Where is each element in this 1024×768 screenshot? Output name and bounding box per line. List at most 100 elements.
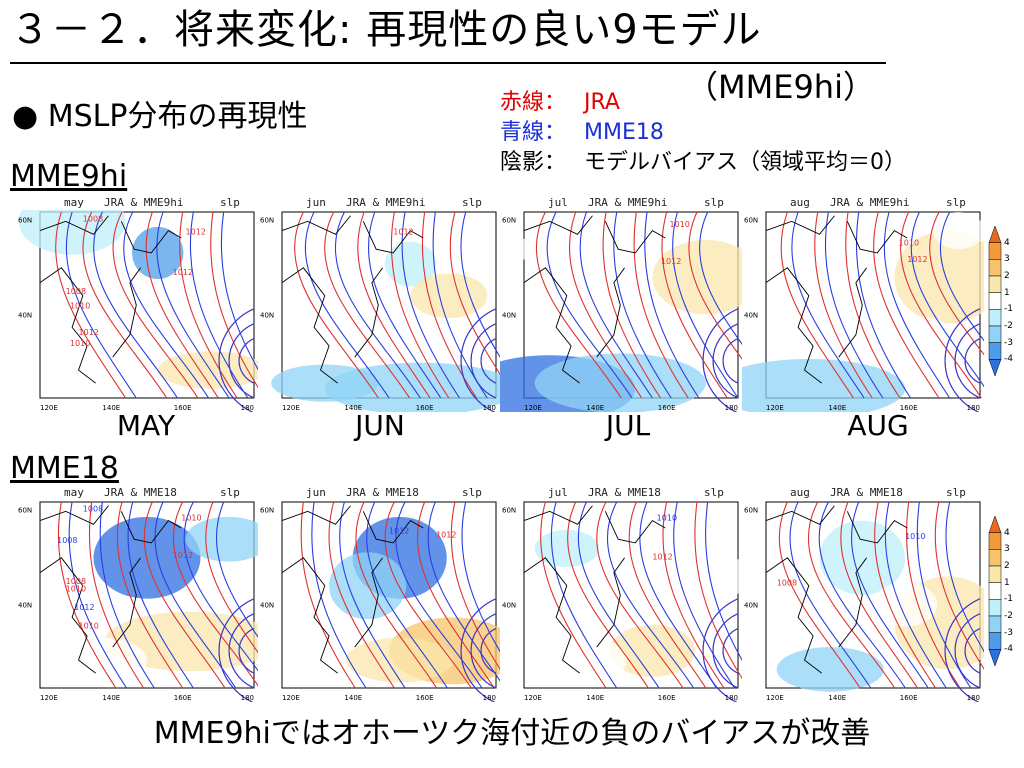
bias-colorbar: 4 3 2 1 -1 -2 -3 -4 <box>988 516 1018 666</box>
y-tick-label: 40N <box>18 311 32 319</box>
isobar-label: 1010 <box>181 514 201 523</box>
slide-title: ３－２．将来変化: 再現性の良い9モデル <box>10 7 762 53</box>
colorbar-level-label: 4 <box>1004 527 1010 538</box>
x-tick-label: 180 <box>483 694 496 702</box>
panel-month: may <box>64 486 84 499</box>
panel-title: jul JRA & MME9hi slp <box>500 196 742 210</box>
map-panel: jul JRA & MME18 slp 1010 1012 120E 140E 160E… <box>500 486 742 702</box>
panel-datasets: JRA & MME18 <box>588 486 661 499</box>
bias-shading <box>776 647 884 692</box>
bias-shading <box>534 353 706 412</box>
model-isobar <box>613 211 672 399</box>
x-tick-label: 120E <box>524 694 542 702</box>
month-label: AUG <box>847 409 909 442</box>
model-isobar <box>470 613 497 689</box>
x-tick-label: 160E <box>658 404 676 412</box>
colorbar-level-label: -2 <box>1004 611 1013 621</box>
jra-isobar <box>294 211 379 399</box>
bias-shading <box>410 273 488 319</box>
jra-isobar <box>873 211 940 399</box>
model-isobar <box>470 323 497 399</box>
coastline <box>281 505 424 674</box>
slp-map: 1012 1012 120E 140E 160E 180 60N 40N <box>260 501 500 702</box>
x-tick-label: 180 <box>241 694 254 702</box>
model-isobar <box>884 501 947 689</box>
model-isobar <box>579 211 653 399</box>
x-tick-label: 160E <box>416 694 434 702</box>
legend-key: 青線： <box>500 120 567 145</box>
x-tick-label: 140E <box>586 404 604 412</box>
coastline <box>281 215 424 384</box>
jra-isobar <box>324 211 411 399</box>
x-tick-label: 180 <box>241 404 254 412</box>
bias-shading <box>384 241 437 287</box>
isobar-label: 1012 <box>652 553 672 562</box>
model-isobar <box>123 211 210 399</box>
panel-month: jun <box>306 486 326 499</box>
panel-month: jun <box>306 196 326 209</box>
colorbar-swatch <box>988 632 1002 650</box>
jra-isobar <box>416 501 495 689</box>
jra-isobar <box>906 501 961 689</box>
jra-isobar <box>807 501 896 689</box>
jra-isobar <box>384 501 472 689</box>
x-tick-label: 140E <box>586 694 604 702</box>
model-isobar <box>702 308 739 412</box>
jra-isobar <box>934 501 984 670</box>
isobar-label: 1008 <box>83 214 103 223</box>
legend-row-mme18: 青線： MME18 <box>500 118 906 148</box>
panel-variable: slp <box>704 486 724 499</box>
colorbar-swatch <box>988 259 1002 277</box>
jra-isobar <box>845 211 901 399</box>
jra-isobar <box>179 211 238 399</box>
model-isobar <box>705 501 742 662</box>
jra-isobar <box>540 501 607 689</box>
isobar-label: 1008 <box>777 579 797 588</box>
slp-map: 1010 1012 120E 140E 160E 180 60N 40N <box>500 211 742 412</box>
colorbar-level-label: 3 <box>1004 254 1010 265</box>
y-tick-label: 60N <box>744 506 758 514</box>
jra-isobar <box>814 211 873 399</box>
jra-isobar <box>780 211 854 399</box>
x-tick-label: 160E <box>174 404 192 412</box>
panel-month: aug <box>790 196 810 209</box>
jra-isobar <box>633 211 689 399</box>
map-panel: may JRA & MME9hi slp 1008 1012 1012 1008 101… <box>16 196 258 412</box>
bias-shading <box>652 239 742 315</box>
model-isobar <box>228 613 255 689</box>
bias-shading <box>72 360 137 391</box>
jra-isobar <box>57 501 117 689</box>
isobar-label: 1012 <box>907 255 927 264</box>
coastline <box>39 215 182 384</box>
panel-month: may <box>64 196 84 209</box>
model-isobar <box>220 211 258 371</box>
model-isobar <box>824 211 884 399</box>
slide-conclusion: MME9hiではオホーツク海付近の負のバイアスが改善 <box>153 716 871 751</box>
colorbar-swatch <box>988 342 1002 360</box>
jra-isobar <box>449 211 500 376</box>
model-isobar <box>818 501 906 689</box>
panel-datasets: JRA & MME9hi <box>588 196 668 209</box>
map-panel: jul JRA & MME9hi slp 1010 1012 120E 140E 160… <box>500 196 742 412</box>
panel-month: aug <box>790 486 810 499</box>
isobar-label: 1012 <box>173 551 193 560</box>
model-isobar <box>127 501 194 689</box>
slp-map: 1010 1012 120E 140E 160E 180 60N 40N <box>502 501 742 702</box>
colorbar-level-label: -1 <box>1004 304 1013 315</box>
model-isobar <box>673 501 736 689</box>
y-tick-label: 60N <box>260 506 274 514</box>
x-tick-label: 120E <box>282 694 300 702</box>
jra-isobar <box>662 501 725 689</box>
isobar-label: 1012 <box>79 328 99 337</box>
x-tick-label: 180 <box>725 404 738 412</box>
colorbar-level-label: 4 <box>1004 237 1010 248</box>
jra-isobar <box>840 501 918 689</box>
x-tick-label: 140E <box>828 694 846 702</box>
slp-map: 1010 1008 120E 140E 160E 180 60N 40N <box>744 501 984 702</box>
model-isobar <box>334 211 421 399</box>
model-isobar <box>577 501 660 689</box>
colorbar-swatch <box>988 325 1002 343</box>
jra-isobar <box>874 501 937 689</box>
model-isobar <box>964 337 981 384</box>
bias-shading <box>157 351 258 389</box>
